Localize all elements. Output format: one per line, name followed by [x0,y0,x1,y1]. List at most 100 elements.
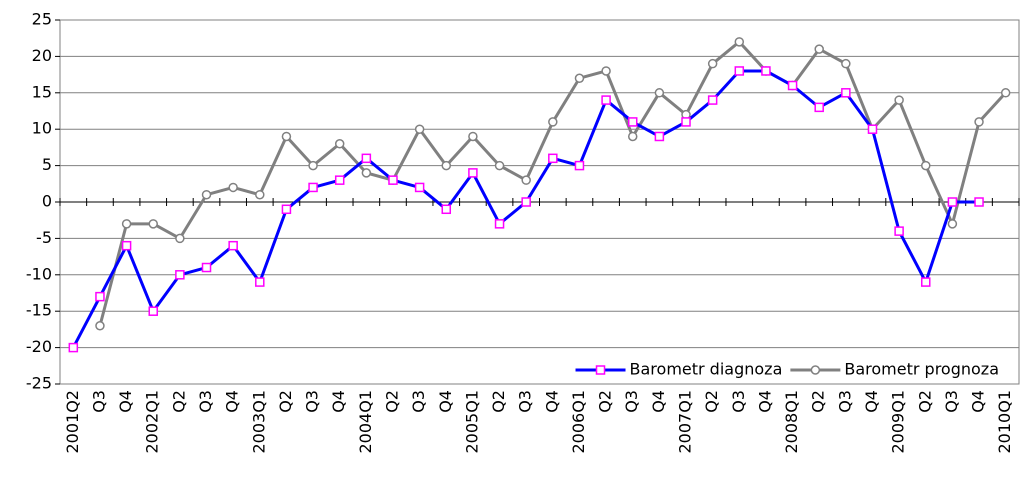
x-tick-label: Q2 [489,390,508,413]
point [468,131,478,142]
series [68,66,984,353]
point [601,95,611,105]
point [707,58,718,69]
x-tick-label: 2001Q2 [63,390,82,454]
y-tick-label: 25 [32,10,52,29]
point [494,219,505,229]
point [468,168,478,178]
y-tick-label: -15 [26,301,52,320]
x-tick-label: 2010Q1 [995,390,1014,454]
x-tick-label: Q2 [915,390,934,413]
point [441,204,452,215]
x-tick-label: Q4 [755,390,774,413]
x-tick-label: Q2 [809,390,828,413]
point [361,153,372,164]
point [414,124,425,134]
legend: Barometr diagnoza Barometr prognoza [571,358,1007,382]
point [148,219,158,229]
point [68,342,79,353]
point [95,291,105,302]
x-tick-label: Q4 [649,390,668,413]
point [494,160,505,171]
point [334,175,345,185]
point [414,182,425,193]
legend-label: Barometr diagnoza [630,360,783,379]
x-tick-label: Q4 [223,390,242,413]
x-tick-label: Q3 [835,390,854,413]
x-tick-label: Q3 [942,390,961,413]
point [201,262,212,273]
point [894,95,904,105]
point [281,131,292,142]
point [228,240,238,251]
point [521,197,531,207]
point [841,88,851,98]
point [308,160,318,171]
point [548,153,558,164]
point [921,160,931,171]
point [810,365,821,375]
y-tick-label: -5 [36,228,52,247]
x-tick-label: Q3 [409,390,428,413]
point [734,37,745,47]
x-tick-label: 2006Q1 [569,390,588,454]
point [255,277,265,287]
point [761,66,771,76]
legend-box [571,358,1007,382]
y-tick-label: 0 [42,192,52,211]
legend-item: Barometr diagnoza [575,360,783,379]
point [841,58,851,69]
x-tick-label: 2004Q1 [356,390,375,454]
point [654,131,665,142]
x-tick-label: 2008Q1 [782,390,801,454]
point [255,189,265,200]
x-tick-label: Q2 [596,390,615,413]
x-tick-label: 2007Q1 [676,390,695,454]
point [175,270,185,280]
y-tick-label: 15 [32,82,52,101]
point [601,66,611,76]
point [595,365,606,375]
point [121,219,132,229]
point [574,73,585,83]
x-tick-label: Q3 [196,390,215,413]
point [95,321,105,331]
point [894,226,904,236]
point [814,102,824,113]
point [574,160,585,171]
y-tick-label: -10 [26,264,52,283]
point [974,117,984,127]
x-tick-label: Q2 [276,390,295,413]
point [175,233,185,244]
x-tick-label: Q4 [542,390,561,413]
point [201,189,212,200]
point [281,204,292,215]
x-tick-label: Q2 [169,390,188,413]
x-tick-label: 2005Q1 [462,390,481,454]
x-tick-label: Q4 [116,390,135,413]
x-tick-label: Q2 [382,390,401,413]
point [787,80,798,91]
y-tick-label: -25 [26,374,52,393]
point [947,219,958,229]
y-tick-label: 5 [42,155,52,174]
point [627,131,638,142]
point [388,175,398,185]
point [441,160,452,171]
y-tick-label: -20 [26,337,52,356]
x-tick-label: Q4 [862,390,881,413]
y-tick-label: 20 [32,46,52,65]
point [654,88,665,98]
y-tick-label: 10 [32,119,52,138]
point [734,66,745,76]
point [681,117,691,127]
legend-label: Barometr prognoza [844,360,999,379]
x-tick-label: Q3 [622,390,641,413]
point [974,197,984,207]
x-tick-label: Q3 [89,390,108,413]
point [1000,88,1011,98]
x-tick-label: 2003Q1 [249,390,268,454]
point [867,124,878,134]
point [707,95,718,105]
